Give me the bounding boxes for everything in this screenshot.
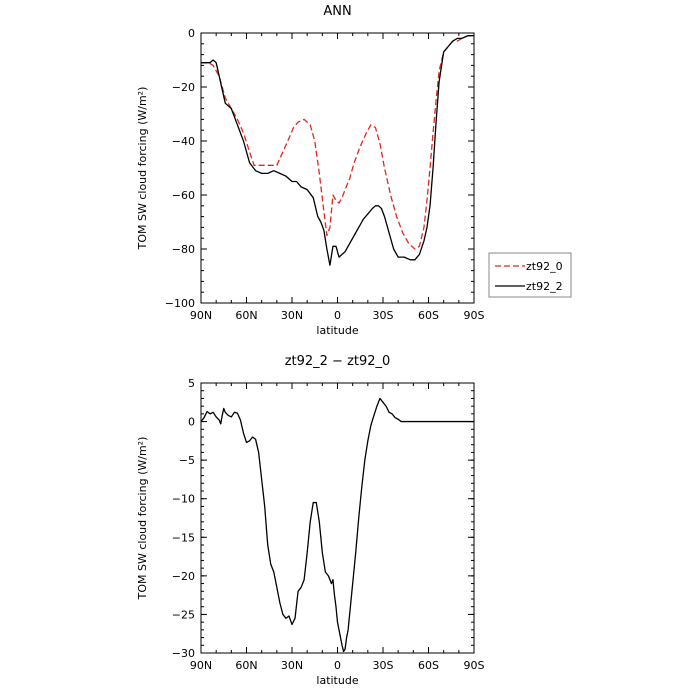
- x-tick-label: 60S: [418, 309, 439, 322]
- series-line-zt92_2: [201, 35, 474, 266]
- y-tick-label: −5: [179, 454, 195, 467]
- x-tick-label: 0: [334, 309, 341, 322]
- x-axis-title: latitude: [316, 674, 358, 687]
- chart-panel-1: 90N 60N 30N 0 30S 60S 90S 0 −20 −40 −60 −80 −100 ANN l…: [136, 4, 572, 337]
- y-tick-label: 0: [188, 27, 195, 40]
- x-tick-label: 90S: [464, 659, 485, 672]
- chart-panel-2: 90N 60N 30N 0 30S 60S 90S 5 0 −5 −10 −15 −20 −25 −30 zt…: [136, 354, 485, 687]
- x-tick-label: 30S: [373, 659, 394, 672]
- y-tick-label: −15: [172, 531, 195, 544]
- y-tick-label: −30: [172, 647, 195, 660]
- x-tick-label: 90N: [190, 309, 212, 322]
- x-tick-label: 30N: [281, 309, 303, 322]
- plot-frame: [200, 382, 475, 654]
- plot-title: ANN: [323, 4, 351, 19]
- x-tick-label: 60S: [418, 659, 439, 672]
- legend-box: [488, 252, 572, 298]
- legend-label-zt92_0: zt92_0: [526, 260, 563, 273]
- y-tick-label: 0: [188, 416, 195, 429]
- legend-label-zt92_2: zt92_2: [526, 280, 563, 293]
- y-tick-label: −40: [172, 135, 195, 148]
- plot-title: zt92_2 − zt92_0: [285, 354, 391, 369]
- x-tick-label: 30S: [373, 309, 394, 322]
- x-tick-label: 30N: [281, 659, 303, 672]
- x-tick-label: 60N: [235, 659, 257, 672]
- y-tick-label: −20: [172, 570, 195, 583]
- x-tick-label: 90N: [190, 659, 212, 672]
- y-tick-label: −80: [172, 243, 195, 256]
- y-tick-label: −20: [172, 81, 195, 94]
- legend: zt92_0 zt92_2: [488, 252, 572, 298]
- x-tick-label: 60N: [235, 309, 257, 322]
- series-line-zt92_0: [201, 35, 474, 250]
- y-axis-title: TOM SW cloud forcing (W/m²): [136, 437, 149, 601]
- x-tick-label: 0: [334, 659, 341, 672]
- x-axis-title: latitude: [316, 324, 358, 337]
- y-tick-label: −10: [172, 493, 195, 506]
- y-tick-label: −100: [165, 297, 195, 310]
- y-tick-label: −60: [172, 189, 195, 202]
- series-line-diff-1: [201, 397, 474, 653]
- y-tick-label: −25: [172, 608, 195, 621]
- x-tick-label: 90S: [464, 309, 485, 322]
- y-axis-title: TOM SW cloud forcing (W/m²): [136, 87, 149, 251]
- y-tick-label: 5: [188, 377, 195, 390]
